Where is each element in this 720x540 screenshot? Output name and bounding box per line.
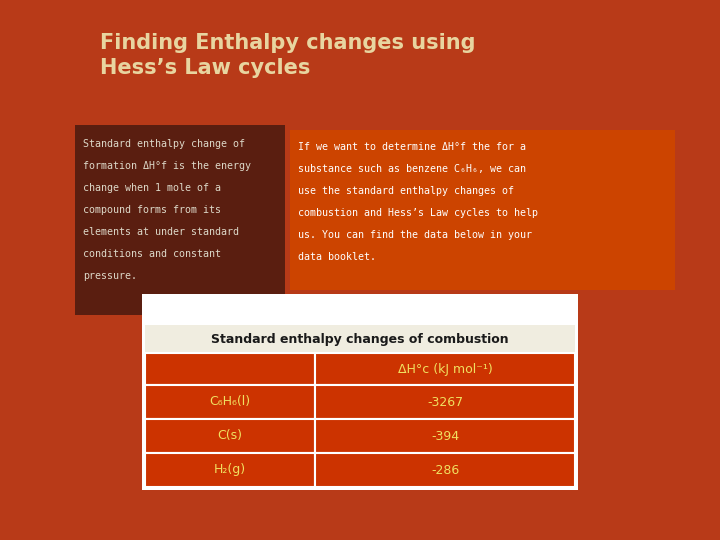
- Text: If we want to determine ΔH°f the for a: If we want to determine ΔH°f the for a: [298, 142, 526, 152]
- Text: -3267: -3267: [427, 395, 463, 408]
- Text: us. You can find the data below in your: us. You can find the data below in your: [298, 230, 532, 240]
- Text: substance such as benzene C₆H₆, we can: substance such as benzene C₆H₆, we can: [298, 164, 526, 174]
- Text: conditions and constant: conditions and constant: [83, 249, 221, 259]
- Bar: [142, 294, 578, 490]
- Bar: [145, 325, 575, 353]
- Bar: [315, 353, 575, 385]
- Bar: [145, 419, 315, 453]
- Text: Hess’s Law cycles: Hess’s Law cycles: [100, 58, 310, 78]
- Text: combustion and Hess’s Law cycles to help: combustion and Hess’s Law cycles to help: [298, 208, 538, 218]
- Text: elements at under standard: elements at under standard: [83, 227, 239, 237]
- Text: ΔH°c (kJ mol⁻¹): ΔH°c (kJ mol⁻¹): [397, 362, 492, 375]
- Text: Standard enthalpy changes of combustion: Standard enthalpy changes of combustion: [211, 333, 509, 346]
- Text: use the standard enthalpy changes of: use the standard enthalpy changes of: [298, 186, 514, 196]
- Text: -286: -286: [431, 463, 459, 476]
- Bar: [315, 385, 575, 419]
- Text: formation ΔH°f is the energy: formation ΔH°f is the energy: [83, 161, 251, 171]
- Text: pressure.: pressure.: [83, 271, 137, 281]
- Bar: [290, 130, 675, 290]
- Text: data booklet.: data booklet.: [298, 252, 376, 262]
- Bar: [315, 419, 575, 453]
- Bar: [75, 125, 285, 315]
- Bar: [145, 353, 315, 385]
- Text: H₂(g): H₂(g): [214, 463, 246, 476]
- Bar: [145, 385, 315, 419]
- Text: Standard enthalpy change of: Standard enthalpy change of: [83, 139, 245, 149]
- Text: change when 1 mole of a: change when 1 mole of a: [83, 183, 221, 193]
- Bar: [145, 453, 315, 487]
- Text: Finding Enthalpy changes using: Finding Enthalpy changes using: [100, 33, 475, 53]
- Text: -394: -394: [431, 429, 459, 442]
- Text: C(s): C(s): [217, 429, 243, 442]
- Text: C₆H₆(l): C₆H₆(l): [210, 395, 251, 408]
- Bar: [315, 453, 575, 487]
- Text: compound forms from its: compound forms from its: [83, 205, 221, 215]
